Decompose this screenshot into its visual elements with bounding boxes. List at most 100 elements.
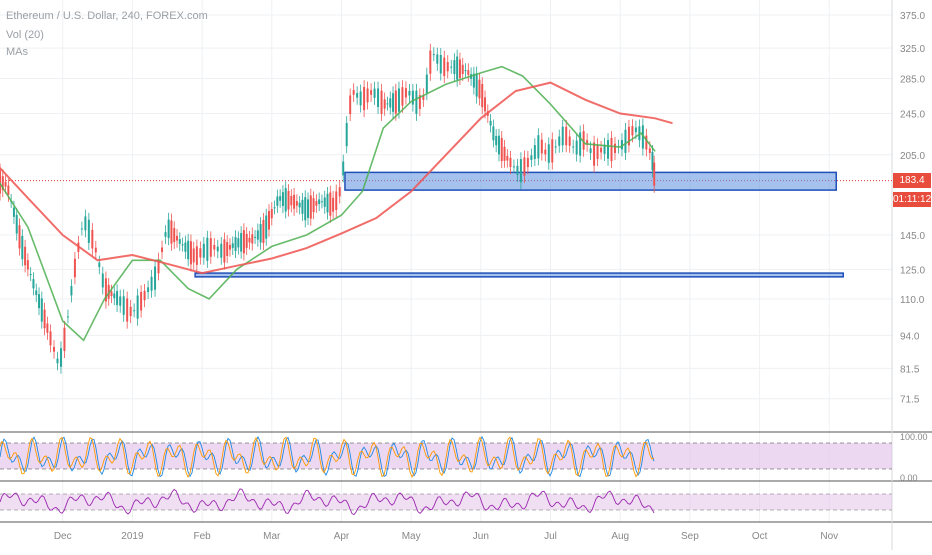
candle-body [265,215,268,239]
candle-body [453,60,456,75]
candle-body [458,59,461,79]
legend-volume[interactable]: Vol (20) [6,29,44,41]
candle-body [104,278,107,302]
candle-body [638,126,641,141]
candle-body [154,266,157,290]
legend-symbol[interactable]: Ethereum / U.S. Dollar, 240, FOREX.com [6,10,208,22]
candle-body [228,244,231,250]
candle-body [262,219,265,244]
candle-body [209,238,212,257]
candle-body [610,137,613,162]
candle-body [512,166,515,168]
candle-body [489,120,492,126]
candle-body [456,56,459,80]
candle-body [533,145,536,160]
candle-body [472,73,475,88]
support-zones[interactable] [194,171,844,278]
price-tick-label: 285.0 [900,74,925,85]
candle-body [119,296,122,306]
candle-body [216,246,219,252]
candle-body [84,216,87,231]
candle-body [603,144,606,154]
candle-body [256,230,259,240]
candle-body [475,73,478,97]
candle-body [4,181,7,187]
time-axis[interactable]: Dec 2019 Feb Mar Apr May Jun Jul Aug Sep Oct Nov [54,531,838,542]
candle-body [561,126,564,146]
candle-body [582,131,585,150]
price-axis[interactable]: 375.0 325.0 285.0 245.0 205.0 145.0 125.0 110.0… [900,11,925,406]
candle-body [315,201,318,206]
candle-body [184,242,187,252]
candle-body [370,90,373,95]
candle-body [422,95,425,100]
candle-body [287,190,290,210]
candle-body [21,235,24,260]
candle-body [192,248,195,263]
candle-body [267,211,270,230]
candle-body [516,165,519,176]
price-tick-label: 245.0 [900,110,925,121]
candle-body [318,199,321,205]
candle-body [245,233,248,248]
candle-body [70,286,73,296]
candle-body [59,348,62,367]
price-tick-label: 125.0 [900,265,925,276]
last-price-label: 183.4 [893,173,931,188]
candle-body [377,88,380,107]
candle-body [386,103,389,105]
candle-body [495,135,498,146]
candle-body [126,298,129,322]
candle-body [579,132,582,156]
candle-body [35,290,38,296]
candle-body [164,232,167,237]
candle-body [380,90,383,114]
candle-body [46,323,49,333]
candle-body [526,157,529,168]
candle-body [425,74,428,94]
candle-body [383,99,386,109]
candle-body [411,90,414,105]
candle-body [195,246,198,265]
candle-body [373,88,376,98]
candle-body [307,199,310,218]
price-tick-label: 110.0 [900,295,925,306]
candle-body [394,90,397,114]
candle-body [506,155,509,161]
candle-body [497,135,500,155]
candle-body [450,66,453,68]
candle-body [575,140,578,155]
time-tick-label: Feb [193,531,211,542]
legend-mas[interactable]: MAs [6,46,28,58]
candle-body [295,201,298,206]
candle-body [242,230,245,254]
candle-body [554,146,557,148]
candle-body [648,148,651,153]
candle-body [110,291,113,297]
candle-body [32,279,35,289]
candle-body [509,157,512,168]
candle-body [12,207,15,217]
candle-body [226,242,229,257]
candle-body [281,192,284,207]
candle-body [290,196,293,206]
candle-body [38,294,41,309]
candle-body [653,162,656,186]
candle-body [627,126,630,146]
candle-body [326,193,329,213]
candle-body [500,137,503,162]
indicator-panes: 100.00 0.00 [0,432,928,516]
time-tick-label: 2019 [121,531,144,542]
candle-body [98,262,101,268]
candle-body [0,170,1,194]
candle-body [443,57,446,77]
candle-body [140,291,143,311]
candle-body [150,276,153,291]
candle-body [133,310,136,312]
candle-body [338,187,341,197]
time-tick-label: Nov [820,531,838,542]
price-tick-label: 94.0 [900,331,920,342]
candle-body [309,195,312,219]
